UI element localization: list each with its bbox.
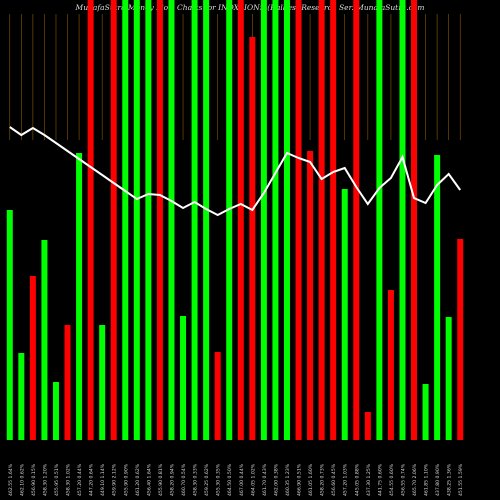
x-tick-label: 455.30 0.35%: [216, 463, 222, 496]
bar: [18, 353, 25, 440]
bar: [307, 151, 314, 440]
bar: [411, 0, 418, 440]
x-tick-label: 465.70 2.06%: [412, 463, 418, 496]
bar: [330, 0, 337, 440]
x-tick-label: 461.05 1.60%: [308, 463, 314, 496]
bar: [191, 0, 198, 440]
bar: [295, 0, 302, 440]
x-tick-label: 462.10 0.62%: [19, 463, 25, 496]
bar: [52, 382, 59, 440]
x-tick-label: 456.90 0.15%: [31, 463, 37, 496]
x-tick-label: 447.20 0.64%: [89, 463, 95, 496]
bar: [168, 0, 175, 440]
bar: [180, 316, 187, 440]
x-tick-label: 437.80 0.90%: [435, 463, 441, 496]
x-tick-label: 462.00 0.38%: [273, 463, 279, 496]
chart-title: MunafaSutra Money Flow Charts for INOXLI…: [75, 3, 425, 12]
x-tick-label: 461.85 1.10%: [424, 463, 430, 496]
x-tick-label: 456.60 0.45%: [331, 463, 337, 496]
bar: [214, 352, 221, 440]
x-tick-label: 456.55 0.74%: [400, 463, 406, 496]
bar: [376, 0, 383, 440]
bar: [399, 0, 406, 440]
x-tick-label: 458.30 1.20%: [42, 463, 48, 496]
bar: [434, 155, 441, 440]
bar: [237, 0, 244, 440]
bar: [133, 0, 140, 440]
bar: [226, 0, 233, 440]
bar: [41, 240, 48, 440]
bar: [99, 325, 106, 440]
bar: [64, 325, 71, 440]
x-tick-label: 459.90 2.12%: [112, 463, 118, 496]
x-tick-label: 466.90 0.51%: [297, 463, 303, 496]
bar: [457, 239, 464, 440]
x-tick-label: 445.05 0.88%: [354, 463, 360, 496]
x-tick-label: 438.25 1.36%: [447, 463, 453, 496]
x-tick-label: 455.95 0.51%: [54, 463, 60, 496]
x-tick-label: 458.20 0.94%: [169, 463, 175, 496]
x-tick-label: 455.90 0.81%: [158, 463, 164, 496]
bar: [249, 37, 256, 440]
bar: [353, 0, 360, 440]
x-tick-label: 461.20 0.62%: [135, 463, 141, 496]
bar: [29, 276, 36, 440]
x-tick-label: 467.00 0.44%: [239, 463, 245, 496]
x-tick-label: 437.30 1.25%: [366, 463, 372, 496]
bar: [341, 189, 348, 440]
x-tick-label: 455.90 0.90%: [123, 463, 129, 496]
x-tick-label: 460.70 0.54%: [181, 463, 187, 496]
bar: [283, 0, 290, 440]
bar: [260, 0, 267, 440]
bar: [318, 0, 325, 440]
bar: [87, 0, 94, 440]
x-tick-label: 464.50 0.50%: [227, 463, 233, 496]
x-tick-label: 460.35 1.23%: [285, 463, 291, 496]
bar: [364, 412, 371, 440]
x-tick-label: 459.25 0.62%: [204, 463, 210, 496]
x-tick-label: 454.55 0.60%: [389, 463, 395, 496]
x-tick-label: 458.30 1.02%: [66, 463, 72, 496]
x-tick-label: 462.55 1.64%: [8, 463, 14, 496]
bar: [6, 210, 13, 440]
x-tick-label: 464.05 1.02%: [250, 463, 256, 496]
bar: [145, 0, 152, 440]
x-tick-label: 449.10 1.14%: [100, 463, 106, 496]
x-tick-label: 458.30 0.33%: [193, 463, 199, 496]
bar: [203, 0, 210, 440]
bar: [387, 290, 394, 440]
bar: [76, 153, 83, 440]
x-tick-label: 457.20 1.03%: [343, 463, 349, 496]
x-tick-label: 458.20 0.73%: [320, 463, 326, 496]
x-tick-label: 457.20 0.44%: [77, 463, 83, 496]
bar: [272, 0, 279, 440]
bar: [122, 0, 129, 440]
bar: [156, 0, 163, 440]
x-tick-label: 461.70 0.43%: [262, 463, 268, 496]
price-line: [9, 126, 462, 217]
bar: [110, 0, 117, 440]
bar: [422, 384, 429, 440]
x-tick-label: 456.40 1.64%: [146, 463, 152, 496]
bar: [445, 317, 452, 440]
x-tick-label: 451.55 1.59%: [458, 463, 464, 496]
x-tick-label: 441.75 0.60%: [377, 463, 383, 496]
